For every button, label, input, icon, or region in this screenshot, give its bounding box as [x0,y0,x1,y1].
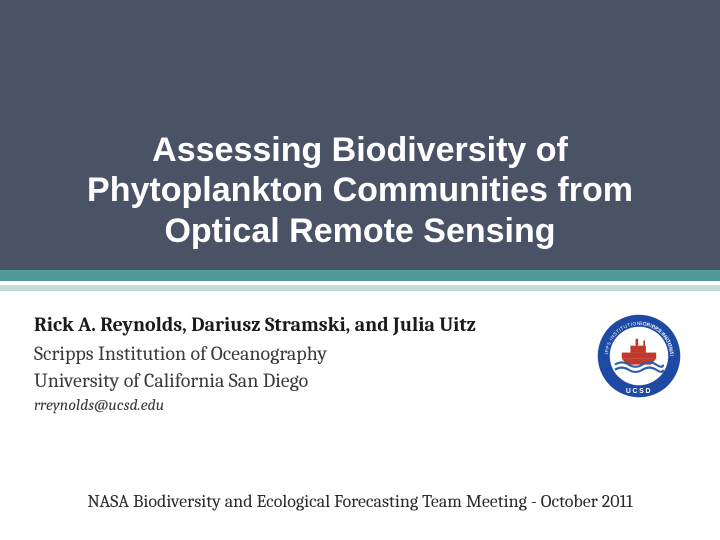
affiliation-line-1: Scripps Institution of Oceanography [34,340,686,367]
affiliation-line-2: University of California San Diego [34,367,686,394]
divider-teal [0,270,720,281]
divider [0,270,720,291]
body-area: Rick A. Reynolds, Dariusz Stramski, and … [0,291,720,414]
presentation-title: Assessing Biodiversity of Phytoplankton … [36,130,684,252]
contact-email: rreynolds@ucsd.edu [34,396,686,414]
authors: Rick A. Reynolds, Dariusz Stramski, and … [34,313,686,336]
title-band: Assessing Biodiversity of Phytoplankton … [0,0,720,270]
svg-text:UCSD: UCSD [626,388,652,395]
scripps-logo-icon: SCRIPPS INSTITUTION OF OCEANOGRAPHY SCRI… [596,313,682,399]
footer-text: NASA Biodiversity and Ecological Forecas… [0,491,720,512]
